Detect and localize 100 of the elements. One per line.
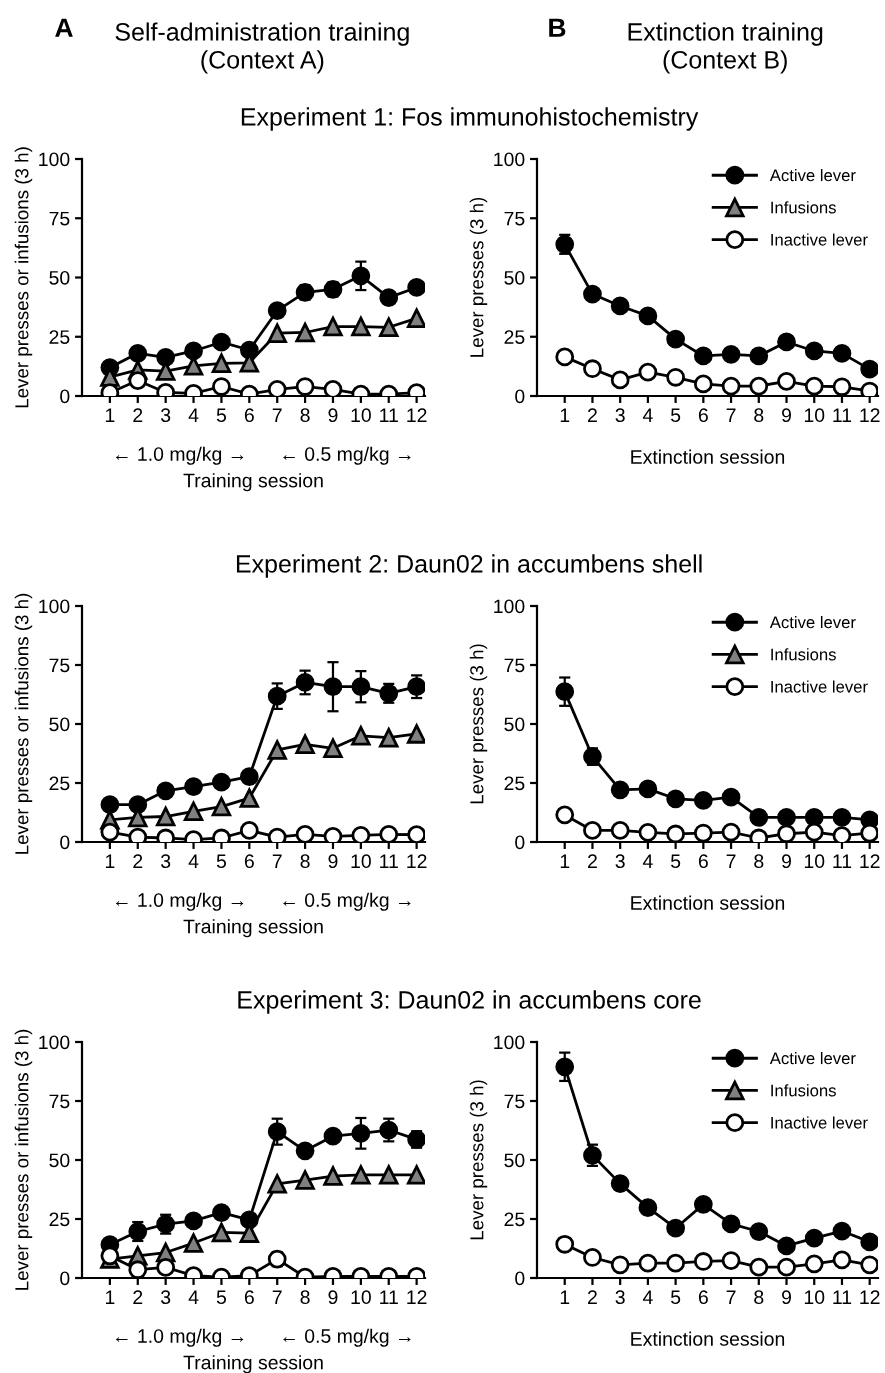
legend-label: Infusions — [771, 201, 836, 214]
y-tick-label: 75 — [504, 1094, 525, 1109]
x-tick-label: 6 — [244, 1290, 254, 1305]
x-tick-label: 10 — [351, 854, 371, 869]
x-tick-label: 4 — [642, 854, 653, 868]
x-tick-label: 12 — [860, 1290, 880, 1304]
y-tick-label: 0 — [60, 835, 70, 850]
x-tick-label: 10 — [804, 1290, 825, 1305]
y-tick-label: 100 — [39, 1035, 70, 1050]
y-axis-title: Lever presses or infusions (3 h) — [14, 593, 33, 854]
x-tick-label: 11 — [833, 1290, 852, 1304]
x-tick-label: 3 — [615, 1290, 625, 1305]
x-tick-label: 11 — [380, 854, 398, 868]
x-tick-label: 5 — [216, 1290, 227, 1305]
legend-label: Infusions — [771, 648, 836, 661]
x-tick-label: 2 — [133, 1290, 143, 1304]
x-tick-label: 7 — [272, 1290, 282, 1304]
y-tick-label: 25 — [49, 330, 70, 344]
x-tick-label: 9 — [328, 854, 338, 869]
x-tick-label: 7 — [726, 408, 736, 422]
legend-label: Inactive lever — [771, 680, 868, 693]
text: A — [55, 18, 73, 37]
x-axis-title: Training session — [183, 473, 323, 492]
y-tick-label: 50 — [49, 717, 70, 732]
x-tick-label: 11 — [833, 854, 852, 868]
x-tick-label: 6 — [244, 408, 254, 423]
chart-subtitle: Extinction training (Context B) — [628, 22, 823, 74]
y-tick-label: 0 — [515, 389, 525, 404]
y-tick-label: 75 — [504, 658, 525, 673]
x-tick-label: 12 — [407, 1290, 427, 1304]
y-tick-label: 50 — [49, 1153, 70, 1168]
y-tick-label: 75 — [49, 658, 70, 673]
chart-title: Experiment 3: Daun02 in accumbens core — [238, 990, 701, 1014]
x-tick-label: 4 — [642, 408, 653, 422]
x-tick-label: 2 — [588, 408, 597, 422]
x-axis-title: Extinction session — [631, 449, 785, 464]
x-tick-label: 1 — [105, 854, 115, 868]
y-tick-label: 25 — [504, 776, 525, 791]
legend-label: Inactive lever — [771, 1116, 868, 1129]
x-tick-label: 9 — [782, 408, 791, 423]
x-tick-label: 5 — [216, 408, 227, 423]
chart-title: Experiment 2: Daun02 in accumbens shell — [236, 554, 702, 578]
x-tick-label: 7 — [726, 1290, 736, 1304]
y-tick-label: 75 — [504, 211, 525, 226]
text: ← 1.0 mg/kg → — [116, 446, 244, 465]
y-tick-label: 75 — [49, 1094, 70, 1109]
x-tick-label: 5 — [670, 854, 681, 869]
legend-label: Inactive lever — [771, 233, 868, 246]
x-tick-label: 6 — [698, 1290, 708, 1305]
chart-subtitle: Self-administration training (Context A) — [115, 22, 409, 74]
x-tick-label: 3 — [615, 854, 625, 869]
x-tick-label: 9 — [328, 1290, 338, 1305]
x-tick-label: 12 — [407, 854, 427, 868]
x-tick-label: 1 — [560, 1290, 570, 1304]
x-tick-label: 1 — [560, 854, 570, 868]
y-axis-title: Lever presses (3 h) — [469, 1080, 488, 1240]
x-tick-label: 7 — [272, 854, 282, 868]
y-tick-label: 0 — [515, 835, 525, 850]
y-tick-label: 100 — [39, 599, 70, 614]
x-axis-title: Training session — [183, 919, 323, 938]
x-tick-label: 3 — [160, 854, 171, 869]
x-tick-label: 12 — [407, 408, 427, 422]
text: B — [549, 18, 566, 37]
x-tick-label: 4 — [188, 1290, 199, 1304]
x-tick-label: 1 — [105, 1290, 115, 1304]
text: ← 1.0 mg/kg → — [116, 1328, 244, 1347]
text: ← 1.0 mg/kg → — [116, 892, 244, 911]
legend-label: Infusions — [771, 1084, 836, 1097]
x-tick-label: 11 — [380, 1290, 398, 1304]
x-tick-label: 3 — [160, 1290, 171, 1305]
x-tick-label: 9 — [328, 408, 338, 423]
x-tick-label: 11 — [833, 408, 852, 422]
y-axis-title: Lever presses or infusions (3 h) — [14, 147, 33, 408]
x-axis-title: Extinction session — [631, 1331, 785, 1346]
y-tick-label: 25 — [504, 1212, 525, 1227]
y-tick-label: 100 — [494, 599, 525, 614]
y-axis-title: Lever presses or infusions (3 h) — [14, 1029, 33, 1290]
x-tick-label: 10 — [351, 408, 371, 423]
y-tick-label: 100 — [494, 152, 525, 167]
x-tick-label: 5 — [670, 408, 681, 423]
legend-label: Active lever — [769, 169, 856, 182]
x-tick-label: 8 — [300, 1290, 310, 1305]
y-tick-label: 100 — [494, 1035, 525, 1050]
y-tick-label: 25 — [504, 330, 525, 344]
text: ← 0.5 mg/kg → — [283, 892, 411, 911]
x-tick-label: 10 — [804, 854, 825, 869]
x-tick-label: 5 — [670, 1290, 681, 1305]
x-tick-label: 10 — [351, 1290, 371, 1305]
x-tick-label: 2 — [588, 1290, 597, 1304]
y-tick-label: 0 — [515, 1271, 525, 1286]
y-tick-label: 50 — [504, 270, 525, 285]
y-tick-label: 25 — [49, 776, 70, 791]
chart-title: Experiment 1: Fos immunohistochemistry — [241, 107, 699, 131]
x-tick-label: 2 — [588, 854, 597, 868]
x-tick-label: 3 — [615, 408, 625, 423]
x-tick-label: 6 — [244, 854, 254, 869]
x-tick-label: 8 — [300, 408, 310, 423]
x-tick-label: 11 — [380, 408, 398, 422]
x-tick-label: 2 — [133, 408, 143, 422]
x-axis-title: Extinction session — [631, 895, 785, 910]
